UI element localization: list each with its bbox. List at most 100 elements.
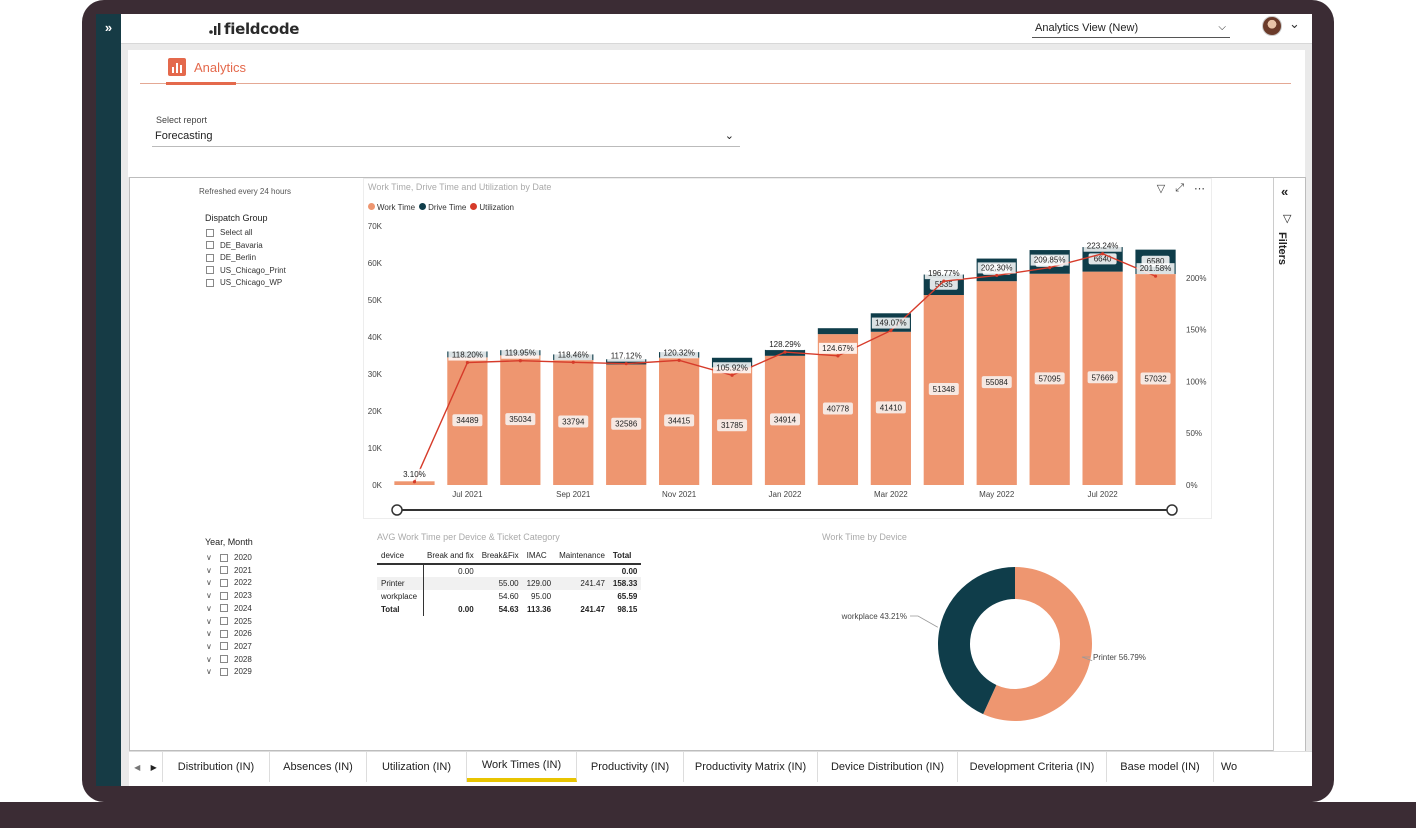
- tab-analytics[interactable]: Analytics: [168, 58, 246, 76]
- tab-distribution-in[interactable]: Distribution (IN): [163, 752, 270, 782]
- tab-analytics-label: Analytics: [194, 59, 247, 75]
- work-label-bg: [1034, 372, 1065, 385]
- dispatch-group-option[interactable]: US_Chicago_WP: [206, 278, 282, 287]
- avg-work-time-matrix: device Break and fix Break&Fix IMAC Maintena…: [377, 548, 642, 616]
- work-time-label: 57032: [1144, 374, 1167, 383]
- tab-development-criteria-in[interactable]: Development Criteria (IN): [958, 752, 1107, 782]
- dispatch-group-option[interactable]: US_Chicago_Print: [206, 266, 286, 275]
- checkbox[interactable]: [220, 566, 228, 575]
- checkbox[interactable]: [220, 667, 228, 676]
- year-option[interactable]: ∨ 2023: [206, 591, 252, 600]
- matrix-header[interactable]: IMAC: [522, 548, 556, 565]
- table-cell: 65.59: [617, 592, 638, 601]
- tab-absences-in[interactable]: Absences (IN): [270, 752, 367, 782]
- donut-title: Work Time by Device: [822, 532, 907, 542]
- matrix-header[interactable]: Total: [608, 548, 642, 565]
- work-time-label: 31785: [721, 421, 744, 430]
- filters-pane[interactable]: « ▽ Filters: [1273, 178, 1305, 752]
- work-label-bg: [875, 401, 906, 414]
- tab-next-icon[interactable]: ▶: [150, 762, 157, 772]
- y2-tick-label: 0%: [1186, 481, 1198, 490]
- checkbox[interactable]: [206, 253, 214, 262]
- expand-chevron-icon[interactable]: ∨: [206, 654, 212, 664]
- user-menu-chevron-icon[interactable]: ⌄: [1289, 16, 1300, 31]
- expand-nav-icon[interactable]: »: [104, 20, 113, 35]
- expand-chevron-icon[interactable]: ∨: [206, 641, 212, 651]
- matrix-header[interactable]: device: [377, 548, 423, 565]
- donut-slice-workplace[interactable]: [938, 567, 1015, 715]
- matrix-header[interactable]: Break and fix: [423, 548, 478, 565]
- donut-leader-line: [910, 615, 938, 628]
- checkbox[interactable]: [206, 228, 214, 237]
- tab-productivity-in[interactable]: Productivity (IN): [577, 752, 684, 782]
- tab-device-distribution-in[interactable]: Device Distribution (IN): [818, 752, 958, 782]
- dispatch-group-option[interactable]: Select all: [206, 228, 252, 237]
- expand-chevron-icon[interactable]: ∨: [206, 616, 212, 626]
- checkbox[interactable]: [220, 629, 228, 638]
- left-rail: »: [96, 14, 121, 786]
- work-time-label: 40778: [827, 405, 850, 414]
- tab-productivity-matrix-in[interactable]: Productivity Matrix (IN): [684, 752, 818, 782]
- checkbox[interactable]: [206, 266, 214, 275]
- year-option[interactable]: ∨ 2024: [206, 604, 252, 613]
- year-option[interactable]: ∨ 2026: [206, 629, 252, 638]
- dispatch-group-option[interactable]: DE_Bavaria: [206, 241, 263, 250]
- year-month-title: Year, Month: [205, 537, 253, 547]
- y2-tick-label: 50%: [1186, 429, 1202, 438]
- option-label: 2020: [234, 553, 252, 562]
- y2-tick-label: 150%: [1186, 326, 1206, 335]
- table-cell: [423, 577, 478, 590]
- checkbox[interactable]: [206, 241, 214, 250]
- page-header-panel: Analytics Select report Forecasting ⌄: [128, 50, 1305, 177]
- collapse-filters-icon[interactable]: «: [1281, 184, 1289, 199]
- checkbox[interactable]: [220, 604, 228, 613]
- report-select[interactable]: Forecasting ⌄: [152, 128, 740, 147]
- tab-work-times-in[interactable]: Work Times (IN): [467, 752, 577, 782]
- year-option[interactable]: ∨ 2025: [206, 617, 252, 626]
- matrix-header[interactable]: Maintenance: [555, 548, 609, 565]
- expand-chevron-icon[interactable]: ∨: [206, 553, 212, 562]
- expand-chevron-icon[interactable]: ∨: [206, 667, 212, 677]
- checkbox[interactable]: [206, 278, 214, 287]
- more-options-icon[interactable]: ⋯: [1194, 183, 1205, 195]
- checkbox[interactable]: [220, 617, 228, 625]
- utilization-point: [1153, 274, 1158, 278]
- year-option[interactable]: ∨ 2021: [206, 566, 252, 575]
- expand-chevron-icon[interactable]: ∨: [206, 603, 212, 613]
- tab-base-model-in[interactable]: Base model (IN): [1107, 752, 1214, 782]
- donut-slice-printer[interactable]: [983, 567, 1092, 721]
- filter-icon[interactable]: ▽: [1156, 183, 1166, 195]
- expand-chevron-icon[interactable]: ∨: [206, 629, 212, 639]
- year-option[interactable]: ∨ 2028: [206, 655, 252, 664]
- dispatch-group-option[interactable]: DE_Berlin: [206, 253, 256, 262]
- work-time-label: 51348: [933, 385, 956, 394]
- checkbox[interactable]: [220, 655, 228, 664]
- tab-prev-icon[interactable]: ◀: [134, 762, 141, 772]
- year-option[interactable]: ∨ 2029: [206, 667, 252, 676]
- year-option[interactable]: ∨ 2027: [206, 642, 252, 651]
- checkbox[interactable]: [220, 591, 228, 600]
- tab-wo[interactable]: Wo: [1220, 761, 1238, 773]
- range-slider-end-handle: [1166, 504, 1178, 516]
- util-label-bg: [1030, 254, 1069, 266]
- legend-work-time: Work Time: [368, 203, 415, 212]
- year-option[interactable]: ∨ 2022: [206, 578, 252, 587]
- checkbox[interactable]: [220, 578, 228, 587]
- work-time-chart[interactable]: Work Time, Drive Time and Utilization by…: [363, 178, 1212, 519]
- matrix-header[interactable]: Break&Fix: [477, 548, 523, 565]
- expand-chevron-icon[interactable]: ∨: [206, 565, 212, 575]
- focus-mode-icon[interactable]: ⤢: [1175, 182, 1184, 194]
- year-option[interactable]: ∨ 2020: [206, 553, 252, 562]
- utilization-label: 149.07%: [875, 319, 907, 328]
- tab-utilization-in[interactable]: Utilization (IN): [367, 752, 467, 782]
- legend-drive-time: Drive Time: [419, 203, 466, 212]
- expand-chevron-icon[interactable]: ∨: [206, 591, 212, 601]
- checkbox[interactable]: [220, 642, 228, 651]
- work-time-label: 57095: [1039, 374, 1062, 383]
- avatar[interactable]: [1262, 16, 1282, 36]
- expand-chevron-icon[interactable]: ∨: [206, 578, 212, 588]
- checkbox[interactable]: [220, 553, 228, 562]
- table-cell: workplace: [377, 590, 424, 603]
- header-divider: [140, 83, 1291, 84]
- view-selector[interactable]: Analytics View (New) ⌵: [1032, 19, 1230, 38]
